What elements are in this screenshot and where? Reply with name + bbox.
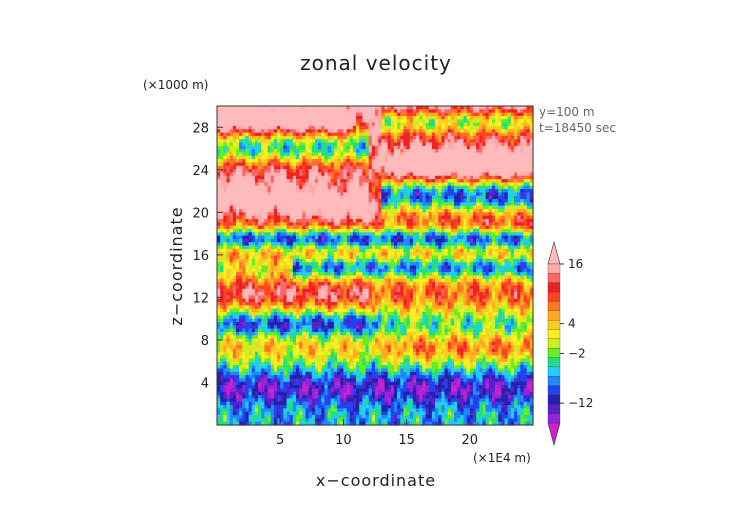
colorbar-swatch [547, 348, 561, 358]
annotation-y: y=100 m [539, 105, 595, 119]
annotation-t: t=18450 sec [539, 121, 616, 135]
y-tick-label: 24 [192, 164, 209, 179]
x-axis: 5 10 15 20 [276, 419, 478, 448]
y-tick-label: 16 [192, 249, 209, 264]
colorbar-swatch [547, 413, 561, 424]
y-tick-label: 8 [201, 334, 209, 349]
colorbar-tick-label: −2 [568, 346, 586, 360]
colorbar-swatch [547, 376, 561, 387]
colorbar-tick-label: −12 [568, 396, 593, 410]
y-tick-label: 12 [192, 291, 209, 306]
colorbar: 16 4 −2 −12 [547, 240, 593, 447]
x-tick-label: 15 [398, 433, 415, 448]
colorbar-swatch [547, 282, 561, 293]
x-axis-label: x−coordinate [316, 471, 436, 490]
y-axis: 4 8 12 16 20 24 28 [192, 121, 223, 391]
colorbar-min-triangle [547, 422, 561, 447]
chart-title: zonal velocity [300, 51, 452, 75]
plot-frame [216, 105, 534, 426]
colorbar-swatch [547, 404, 561, 415]
colorbar-swatch [547, 273, 561, 284]
heatmap-field [217, 106, 534, 426]
y-tick-label: 4 [201, 376, 209, 391]
y-tick-label: 28 [192, 121, 209, 136]
x-tick-label: 20 [462, 433, 479, 448]
colorbar-swatch [547, 366, 561, 377]
colorbar-swatch [547, 394, 561, 405]
x-tick-label: 10 [335, 433, 352, 448]
colorbar-swatch [547, 291, 561, 302]
colorbar-max-triangle [547, 240, 561, 265]
y-axis-label: z−coordinate [167, 206, 186, 325]
x-tick-label: 5 [276, 433, 284, 448]
colorbar-swatch [547, 319, 561, 330]
colorbar-tick-label: 16 [568, 257, 583, 271]
y-unit-label: (×1000 m) [143, 78, 208, 92]
colorbar-swatch [547, 357, 561, 368]
y-tick-label: 20 [192, 206, 209, 221]
colorbar-swatch [547, 310, 561, 321]
colorbar-swatch [547, 263, 561, 274]
colorbar-swatch [547, 329, 561, 340]
colorbar-swatch [547, 301, 561, 312]
colorbar-swatch [547, 338, 561, 349]
x-unit-label: (×1E4 m) [473, 451, 531, 465]
colorbar-swatch [547, 385, 561, 396]
colorbar-tick-label: 4 [568, 317, 576, 331]
